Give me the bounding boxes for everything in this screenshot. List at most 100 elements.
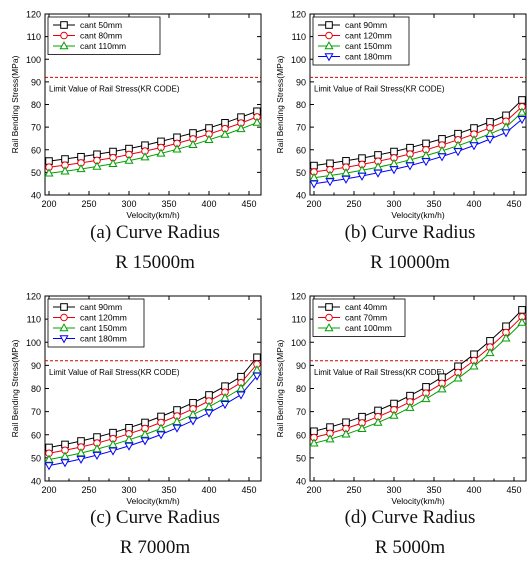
x-tick-label: 400 xyxy=(466,199,481,209)
data-point xyxy=(172,416,182,425)
legend-marker xyxy=(59,323,69,332)
x-tick-label: 450 xyxy=(506,485,521,495)
legend-marker xyxy=(59,41,69,50)
x-tick-label: 250 xyxy=(81,199,96,209)
legend-entry: cant 90mm xyxy=(345,20,387,30)
data-point xyxy=(92,444,102,453)
data-point xyxy=(252,117,262,126)
y-axis-label: Rail Bending Stress(MPa) xyxy=(275,339,285,437)
data-point xyxy=(422,383,430,391)
x-tick-label: 450 xyxy=(241,485,256,495)
data-point xyxy=(358,412,366,421)
y-tick-label: 80 xyxy=(31,100,41,110)
x-tick-label: 350 xyxy=(426,485,441,495)
legend-entry: cant 40mm xyxy=(345,302,387,312)
panel-caption-line2: R 10000m xyxy=(370,252,450,273)
y-tick-label: 60 xyxy=(296,430,306,440)
y-tick-label: 90 xyxy=(31,361,41,371)
data-point xyxy=(108,439,118,448)
legend-entry: cant 180mm xyxy=(80,334,127,344)
x-tick-label: 200 xyxy=(41,199,56,209)
limit-label: Limit Value of Rail Stress(KR CODE) xyxy=(49,84,180,93)
data-point xyxy=(469,142,479,151)
chart-panel-b: 40 50 60 70 80 90 100 110 120 200 250 300 350 400 450 V… xyxy=(275,10,527,273)
y-axis-label: Rail Bending Stress(MPa) xyxy=(275,55,285,153)
legend-marker xyxy=(324,41,334,50)
data-point xyxy=(517,317,527,326)
panel-caption-line1: (b) Curve Radius xyxy=(345,222,476,243)
data-point xyxy=(469,361,479,370)
legend-marker xyxy=(325,313,333,322)
data-point xyxy=(204,401,214,410)
x-axis-label: Velocity(km/h) xyxy=(126,210,180,220)
legend-entry: cant 80mm xyxy=(80,31,122,41)
x-axis-label: Velocity(km/h) xyxy=(391,210,445,220)
y-tick-label: 40 xyxy=(31,477,41,487)
data-point xyxy=(108,447,118,456)
data-point xyxy=(188,139,198,148)
data-point xyxy=(421,393,431,403)
legend-entry: cant 70mm xyxy=(345,313,387,323)
y-tick-label: 60 xyxy=(31,145,41,155)
data-point xyxy=(188,409,198,418)
y-tick-label: 100 xyxy=(26,55,41,65)
chart-panel-a: 40 50 60 70 80 90 100 110 120 200 250 300 350 400 450 V… xyxy=(10,10,262,273)
x-tick-label: 300 xyxy=(121,199,136,209)
data-point xyxy=(453,148,463,157)
legend-marker xyxy=(325,303,333,311)
data-point xyxy=(517,107,527,116)
legend-marker xyxy=(324,53,334,62)
data-point xyxy=(44,168,54,177)
data-point xyxy=(357,172,367,181)
data-point xyxy=(501,333,511,342)
data-point xyxy=(309,180,319,189)
data-point xyxy=(92,161,102,170)
data-point xyxy=(156,431,166,440)
data-point xyxy=(236,391,246,400)
y-tick-label: 120 xyxy=(291,10,306,20)
y-tick-label: 50 xyxy=(296,168,306,178)
legend-entry: cant 90mm xyxy=(80,302,122,312)
legend-marker xyxy=(60,313,68,322)
y-tick-label: 100 xyxy=(291,55,306,65)
limit-label: Limit Value of Rail Stress(KR CODE) xyxy=(314,84,445,93)
y-tick-label: 60 xyxy=(31,430,41,440)
data-point xyxy=(309,438,319,447)
data-point xyxy=(76,448,86,457)
legend-marker xyxy=(325,31,333,40)
data-point xyxy=(310,427,318,436)
data-point xyxy=(44,454,54,463)
x-tick-label: 200 xyxy=(41,485,56,495)
data-point xyxy=(310,161,318,170)
x-tick-label: 350 xyxy=(161,199,176,209)
y-tick-label: 80 xyxy=(296,100,306,110)
data-point xyxy=(373,417,383,426)
x-tick-label: 200 xyxy=(306,199,321,209)
data-point xyxy=(236,124,246,133)
data-point xyxy=(390,147,398,156)
data-point xyxy=(325,178,335,187)
y-tick-label: 80 xyxy=(31,384,41,394)
panel-caption-line2: R 7000m xyxy=(120,537,190,558)
data-point xyxy=(438,373,446,381)
data-point xyxy=(44,462,54,471)
data-point xyxy=(437,384,447,393)
data-point xyxy=(357,423,367,432)
y-tick-label: 100 xyxy=(291,338,306,348)
data-point xyxy=(108,158,118,167)
data-point xyxy=(422,139,430,148)
x-tick-label: 200 xyxy=(306,485,321,495)
data-point xyxy=(326,423,334,431)
x-tick-label: 350 xyxy=(161,485,176,495)
panel-caption-line2: R 5000m xyxy=(375,537,445,558)
data-point xyxy=(92,451,102,461)
data-point xyxy=(486,337,494,345)
data-point xyxy=(124,442,134,451)
y-axis-label: Rail Bending Stress(MPa) xyxy=(10,55,20,153)
data-point xyxy=(172,144,182,153)
data-point xyxy=(253,353,261,362)
